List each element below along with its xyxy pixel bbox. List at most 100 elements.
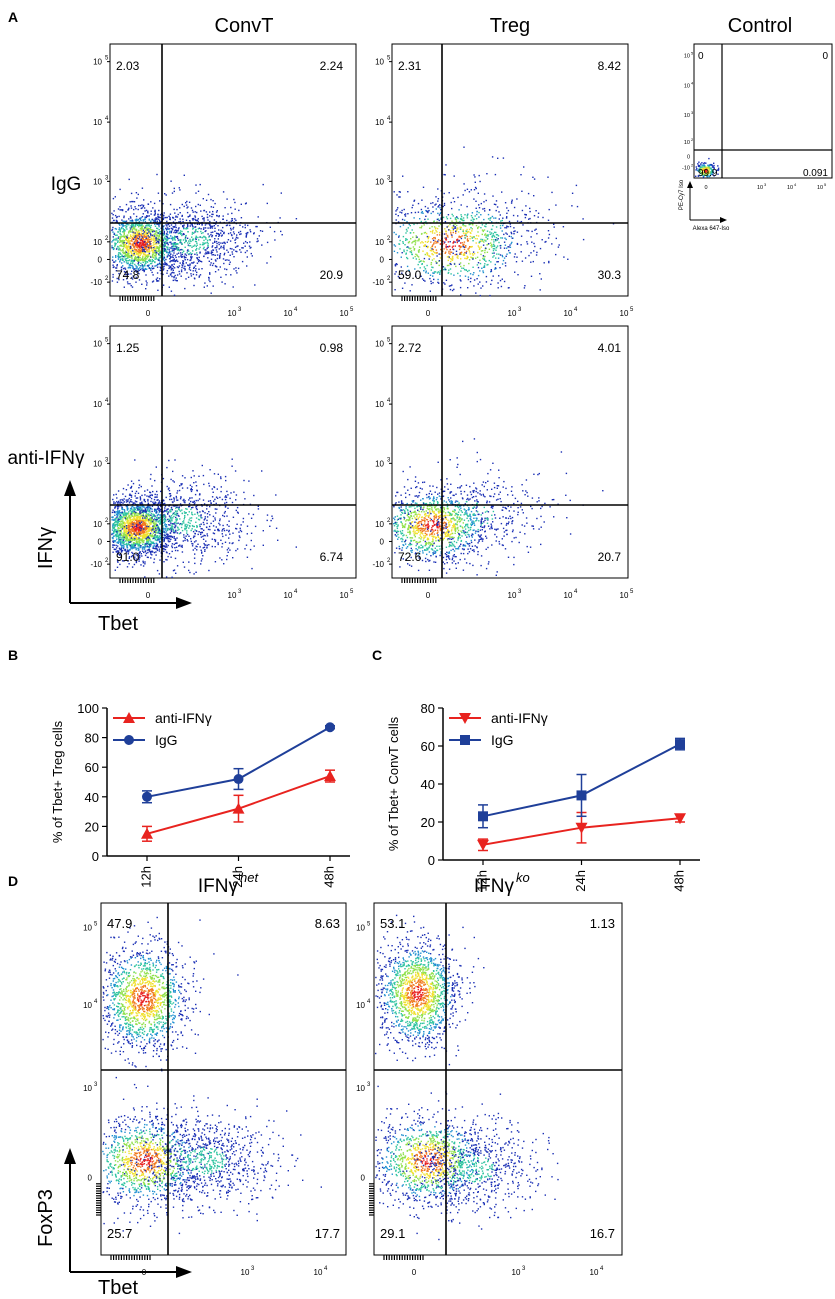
x-tick-label: 12h — [474, 870, 489, 892]
quadrant-lr: 20.7 — [598, 550, 622, 564]
series-igg — [142, 722, 335, 804]
y-axis-label: % of Tbet+ ConvT cells — [386, 716, 401, 851]
quadrant-ur: 8.63 — [315, 916, 340, 931]
legend-entry: anti-IFNγ — [113, 710, 212, 726]
y-tick-label: 100 — [77, 701, 99, 716]
y-tick-exp: 2 — [105, 276, 109, 282]
y-tick-label: 10 — [356, 1084, 365, 1093]
legend-marker — [124, 735, 134, 745]
flow-plot-treg-anti-ifng: 2.72 4.01 72.6 20.7 — [391, 325, 629, 579]
quadrant-ur: 4.01 — [598, 341, 622, 355]
quadrant-lr: 16.7 — [590, 1226, 615, 1241]
quadrant-ur: 0 — [822, 51, 828, 62]
control-x-label: Alexa 647-Iso — [693, 226, 730, 232]
legend-label: anti-IFNγ — [491, 710, 548, 726]
y-tick-label: 10 — [375, 58, 384, 67]
y-tick-exp: 4 — [94, 999, 98, 1005]
y-tick-label: -10 — [372, 278, 384, 287]
axis-label-tbet: Tbet — [98, 613, 138, 635]
x-tick-label: 0 — [412, 1268, 417, 1277]
legend-entry: IgG — [113, 732, 178, 748]
x-tick-label: 48h — [671, 870, 686, 892]
y-tick-label: 10 — [375, 340, 384, 349]
x-tick-label: 12h — [138, 866, 153, 888]
legend-entry: anti-IFNγ — [449, 710, 548, 726]
y-tick-label: 10 — [93, 58, 102, 67]
y-tick-exp: 3 — [105, 457, 109, 463]
data-point — [142, 791, 152, 802]
data-point — [477, 839, 489, 851]
legend-marker — [459, 713, 471, 724]
x-tick-label: 10 — [284, 309, 293, 318]
x-tick-label: 10 — [314, 1268, 323, 1277]
x-tick-exp: 5 — [630, 589, 634, 595]
y-tick-label: 0 — [361, 1174, 366, 1183]
y-tick-label: 0 — [687, 155, 690, 161]
x-tick-label: 0 — [704, 185, 707, 191]
control-y-label: PE-Cy7 Iso — [679, 179, 685, 210]
y-tick-label: 0 — [88, 1174, 93, 1183]
y-tick-label: 10 — [83, 924, 92, 933]
y-tick-exp: 2 — [387, 518, 391, 524]
title-ko-sup: ko — [516, 870, 530, 885]
legend-marker — [460, 735, 470, 745]
y-tick-label: 10 — [93, 340, 102, 349]
x-tick-label: 0 — [426, 309, 431, 318]
quadrant-lr: 20.9 — [320, 268, 344, 282]
title-het-base: IFNγ — [198, 876, 239, 897]
row-label-anti-ifng: anti-IFNγ — [7, 448, 85, 469]
quadrant-ul: 2.31 — [398, 59, 422, 73]
series-igg — [478, 737, 685, 829]
y-tick-exp: 2 — [105, 236, 109, 242]
x-tick-exp: 4 — [794, 182, 797, 187]
y-tick-exp: 3 — [105, 175, 109, 181]
x-tick-exp: 3 — [518, 307, 522, 313]
y-tick-label: 10 — [83, 1001, 92, 1010]
quadrant-lr: 17.7 — [315, 1226, 340, 1241]
quadrant-ul: 2.72 — [398, 341, 422, 355]
y-tick-exp: 2 — [691, 137, 694, 142]
dot-cluster-foxp3-neg — [375, 1091, 550, 1241]
flow-plot-treg-igg: 2.31 8.42 59.0 30.3 — [391, 43, 629, 297]
y-tick-exp: 4 — [367, 999, 371, 1005]
x-tick-label: 10 — [228, 309, 237, 318]
x-tick-label: 10 — [340, 309, 349, 318]
panel-label-b: B — [8, 647, 18, 663]
x-tick-label: 10 — [512, 1268, 521, 1277]
title-ko-base: IFNγ — [474, 876, 515, 897]
y-tick-label: 10 — [83, 1084, 92, 1093]
col-title-convt: ConvT — [215, 15, 274, 37]
y-tick-exp: 4 — [105, 398, 109, 404]
x-tick-label: 10 — [590, 1268, 599, 1277]
x-tick-exp: 4 — [294, 589, 298, 595]
quadrant-ul: 2.03 — [116, 59, 140, 73]
y-tick-label: -10 — [90, 278, 102, 287]
quadrant-ll: 91.0 — [116, 550, 140, 564]
x-tick-label: 10 — [620, 591, 629, 600]
quadrant-lr: 6.74 — [320, 550, 344, 564]
quadrant-ur: 2.24 — [320, 59, 344, 73]
dot-cluster-tbet-spread — [109, 1095, 322, 1232]
y-tick-label: -10 — [90, 560, 102, 569]
dot-cluster-foxp3-pos — [102, 916, 239, 1086]
x-tick-label: 48h — [321, 866, 336, 888]
series-anti-ifng — [141, 769, 336, 842]
y-tick-label: 0 — [92, 849, 99, 864]
flow-plot-convt-igg: 2.03 2.24 74.8 20.9 — [109, 43, 357, 297]
y-tick-exp: 2 — [105, 558, 109, 564]
y-tick-exp: 4 — [105, 116, 109, 122]
x-tick-exp: 3 — [251, 1266, 255, 1272]
x-tick-label: 10 — [564, 309, 573, 318]
y-tick-exp: 3 — [367, 1082, 371, 1088]
data-point — [478, 811, 488, 822]
x-tick-label: 0 — [146, 309, 151, 318]
data-point — [675, 739, 685, 750]
y-tick-exp: 3 — [691, 110, 694, 115]
x-tick-exp: 5 — [824, 182, 827, 187]
y-tick-label: 0 — [98, 255, 103, 264]
x-tick-exp: 3 — [522, 1266, 526, 1272]
axis-label-tbet-d: Tbet — [98, 1277, 138, 1299]
